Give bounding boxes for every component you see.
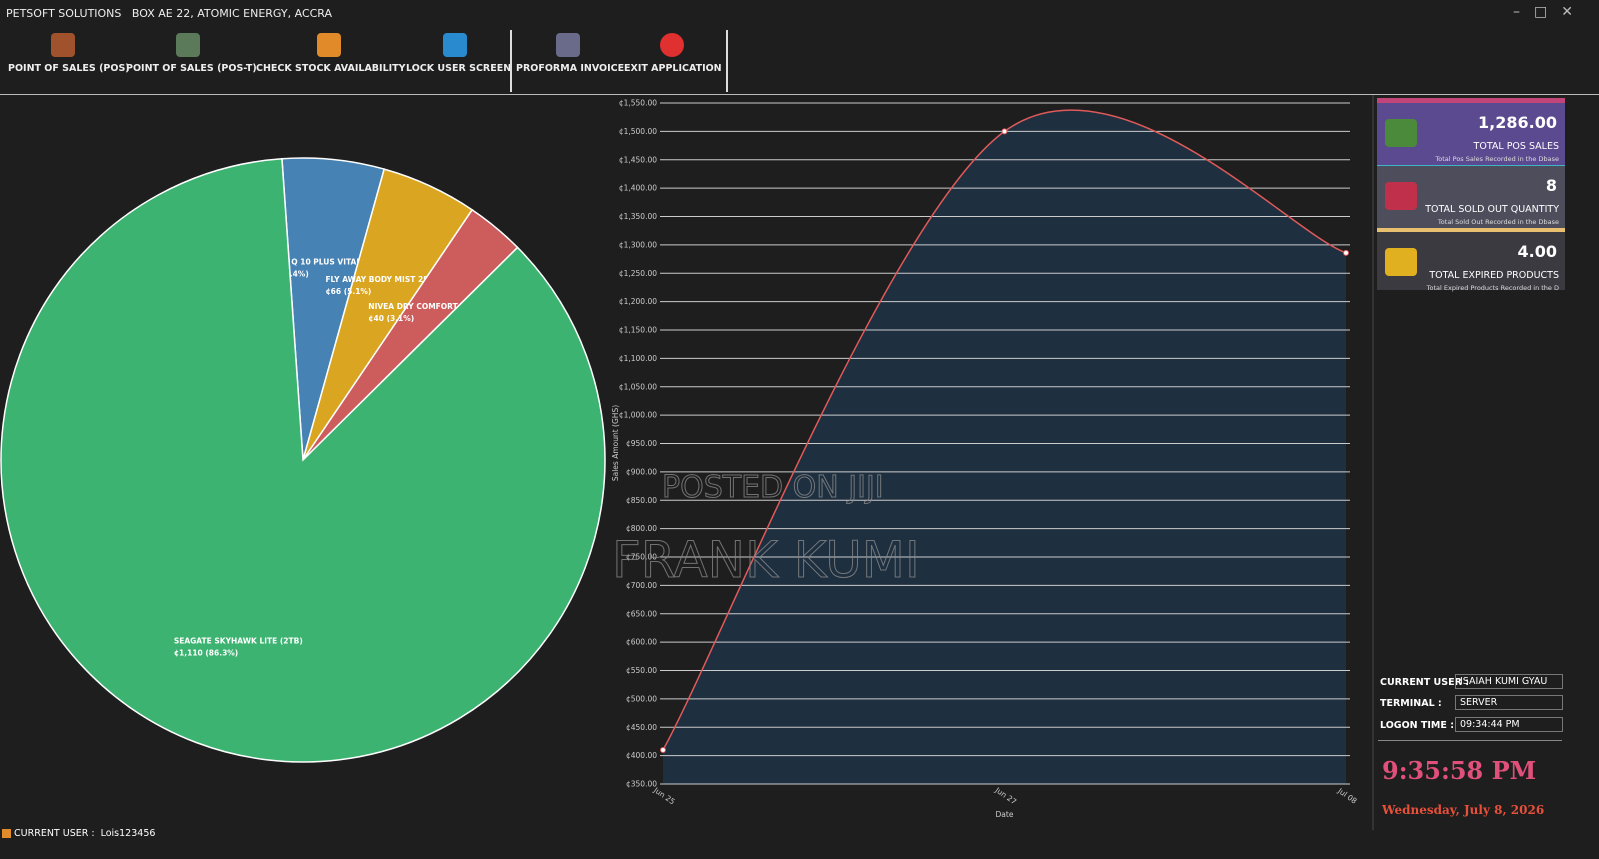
y-tick-label: ¢400.00 [626,751,657,760]
toolbar-button[interactable]: PROFORMA INVOICE [516,28,624,92]
y-tick-label: ¢600.00 [626,638,657,647]
session-value: ISAIAH KUMI GYAU [1455,674,1563,689]
y-tick-label: ¢350.00 [626,780,657,789]
y-tick-label: ¢700.00 [626,581,657,590]
y-tick-label: ¢500.00 [626,694,657,703]
stat-card: 4.00 TOTAL EXPIRED PRODUCTS Total Expire… [1377,232,1565,292]
x-tick-label: Jul 08 [1335,786,1358,806]
slice-label: FLY AWAY BODY MIST 250 ML [325,275,448,284]
watermark: POSTED ON JIJI [662,470,884,505]
y-tick-label: ¢800.00 [626,524,657,533]
point [1343,249,1349,256]
slice-value: ¢1,110 (86.3%) [174,649,238,658]
stat-title: TOTAL SOLD OUT QUANTITY [1425,204,1559,215]
button-label: LOCK USER SCREEN [406,63,512,74]
stat-subtitle: Total Pos Sales Recorded in the Dbase [1435,155,1559,163]
y-axis-label: Sales Amount (GHS) [611,405,620,481]
y-tick-label: ¢750.00 [626,553,657,562]
session-label: CURRENT USER : [1380,677,1470,688]
stat-subtitle: Total Sold Out Recorded in the Dbase [1437,218,1559,226]
window-title: PETSOFT SOLUTIONS BOX AE 22, ATOMIC ENER… [6,7,333,20]
slice-label: NIVEA DRY COMFORT 50 ML [368,302,486,311]
y-tick-label: ¢650.00 [626,609,657,618]
y-tick-label: ¢1,000.00 [619,411,657,420]
stat-value: 1,286.00 [1478,113,1557,132]
session-label: LOGON TIME : [1380,720,1454,731]
line [662,109,1347,751]
y-tick-label: ¢850.00 [626,496,657,505]
status-bar: CURRENT USER : Lois123456 [2,828,155,839]
card-icon [1385,248,1417,276]
slice-label: SEAGATE SKYHAWK LITE (2TB) [174,637,303,646]
toolbar-button[interactable]: LOCK USER SCREEN [406,28,511,92]
y-tick-label: ¢1,350.00 [619,212,657,221]
y-tick-label: ¢1,150.00 [619,326,657,335]
clock-date: Wednesday, July 8, 2026 [1382,803,1545,817]
stat-card: 1,286.00 TOTAL POS SALES Total Pos Sales… [1377,98,1565,169]
status-value: Lois123456 [100,828,156,839]
y-tick-label: ¢450.00 [626,723,657,732]
session-value: SERVER [1455,695,1563,710]
y-tick-label: ¢950.00 [626,439,657,448]
card-icon [1385,119,1417,147]
separator [510,30,512,92]
toolbar-button[interactable]: POINT OF SALES (POS) [8,28,130,92]
area [663,110,1346,785]
x-axis-label: Date [996,810,1014,819]
window-controls[interactable]: –□✕ [1513,4,1587,20]
y-tick-label: ¢550.00 [626,666,657,675]
divider [1372,95,1374,830]
stat-card: 8 TOTAL SOLD OUT QUANTITY Total Sold Out… [1377,166,1565,232]
point [1001,128,1008,135]
y-tick-label: ¢1,250.00 [619,269,657,278]
slice-value: ¢40 (3.1%) [368,314,414,323]
stat-value: 8 [1545,176,1557,195]
divider [1378,740,1562,741]
slice-value: ¢66 (5.1%) [325,287,371,296]
session-value: 09:34:44 PM [1455,717,1563,732]
y-tick-label: ¢1,550.00 [619,99,657,108]
y-tick-label: ¢1,300.00 [619,240,657,249]
line-chart: ¢350.00 ¢400.00 ¢450.00 ¢500.00 ¢550.00 ¢600.… [611,99,1359,820]
pie-slice [0,157,606,763]
stat-subtitle: Total Expired Products Recorded in the D [1426,284,1559,292]
toolbar-button[interactable]: CHECK STOCK AVAILABILITY [256,28,406,92]
toolbar-button[interactable]: EXIT APPLICATION [624,28,722,92]
button-label: EXIT APPLICATION [624,63,722,74]
x-tick-label: Jun 25 [651,785,677,807]
x-tick-label: Jun 27 [993,785,1019,807]
y-tick-label: ¢1,050.00 [619,382,657,391]
stat-title: TOTAL EXPIRED PRODUCTS [1429,270,1559,281]
session-label: TERMINAL : [1380,698,1442,709]
stat-title: TOTAL POS SALES [1473,141,1559,152]
clock-time: 9:35:58 PM [1382,756,1537,785]
stat-value: 4.00 [1517,242,1557,261]
slice-label: NIVEA Q 10 PLUS VITAMIN C 400 ML [263,258,414,267]
toolbar: POINT OF SALES (POS) POINT OF SALES (POS… [0,28,1599,95]
toolbar-button[interactable]: POINT OF SALES (POS-T) [126,28,257,92]
y-tick-label: ¢1,200.00 [619,297,657,306]
button-label: CHECK STOCK AVAILABILITY [256,63,406,74]
y-tick-label: ¢1,400.00 [619,184,657,193]
status-label: CURRENT USER : [14,828,95,839]
button-label: POINT OF SALES (POS-T) [126,63,257,74]
y-tick-label: ¢1,100.00 [619,354,657,363]
separator [726,30,728,92]
y-tick-label: ¢900.00 [626,467,657,476]
watermark: FRANK KUMI [612,531,920,589]
point [660,746,666,753]
button-label: PROFORMA INVOICE [516,63,625,74]
y-tick-label: ¢1,500.00 [619,127,657,136]
button-label: POINT OF SALES (POS) [8,63,130,74]
pie-chart: NIVEA Q 10 PLUS VITAMIN C 400 ML¢70 (5.4… [0,157,606,763]
y-tick-label: ¢1,450.00 [619,155,657,164]
card-icon [1385,182,1417,210]
